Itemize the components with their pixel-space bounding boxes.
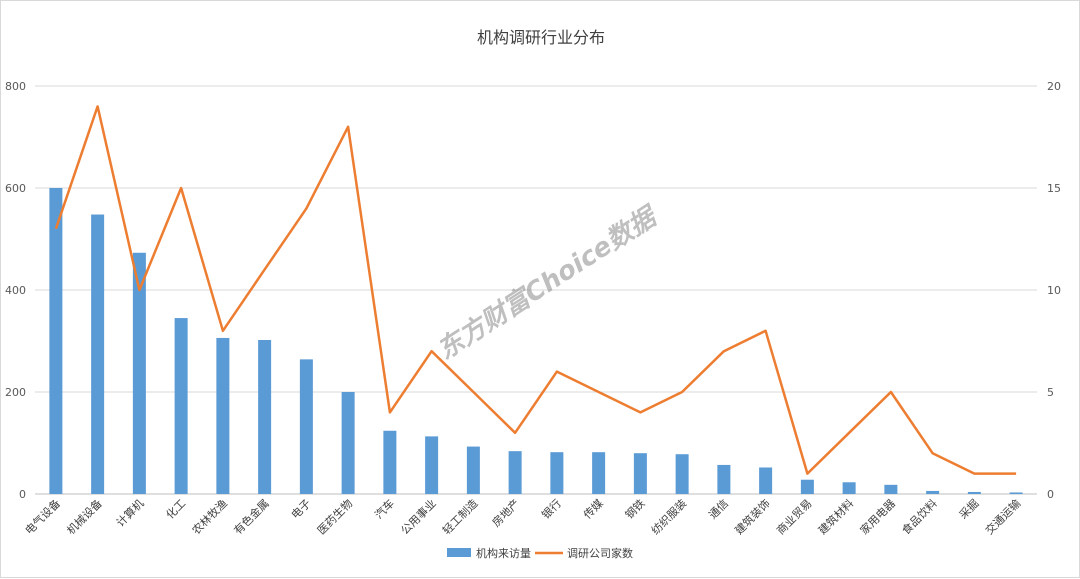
bar	[759, 467, 773, 494]
category-label: 纺织服装	[648, 496, 689, 537]
category-label: 计算机	[113, 496, 146, 529]
gridlines	[35, 85, 1037, 495]
category-label: 交通运输	[982, 496, 1023, 537]
left-tick-label: 400	[5, 284, 26, 297]
category-label: 建筑装饰	[732, 496, 773, 537]
bar	[592, 452, 606, 494]
right-y-axis: 0 5 10 15 20	[1047, 80, 1061, 501]
category-label: 家用电器	[857, 496, 898, 537]
bar	[842, 482, 856, 494]
left-tick-label: 600	[5, 182, 26, 195]
category-label: 电子	[289, 497, 314, 522]
right-tick-label: 10	[1047, 284, 1061, 297]
bar	[926, 490, 940, 494]
bar	[49, 188, 63, 494]
bar	[299, 359, 313, 494]
category-label: 有色金属	[231, 496, 272, 537]
bar	[258, 339, 272, 494]
right-tick-label: 15	[1047, 182, 1061, 195]
left-tick-label: 0	[19, 488, 26, 501]
category-label: 食品饮料	[899, 496, 940, 537]
legend: 机构来访量 调研公司家数	[447, 546, 633, 560]
category-label: 电气设备	[22, 496, 63, 537]
category-label: 传媒	[581, 497, 606, 522]
category-label: 汽车	[372, 496, 397, 521]
bar	[383, 430, 397, 494]
chart-title: 机构调研行业分布	[477, 28, 605, 47]
bar	[508, 451, 522, 494]
x-axis: 电气设备 机械设备 计算机 化工 农林牧渔 有色金属 电子 医药生物 汽车 公用事业 轻工制造 房地产…	[22, 496, 1023, 537]
bar	[884, 484, 898, 494]
right-tick-label: 5	[1047, 386, 1054, 399]
bar	[425, 436, 439, 494]
left-tick-label: 200	[5, 386, 26, 399]
bar	[132, 252, 146, 494]
bar	[550, 452, 564, 494]
bar	[967, 491, 981, 494]
category-label: 商业贸易	[773, 496, 814, 537]
category-label: 建筑材料	[815, 496, 856, 537]
bar	[717, 464, 731, 494]
category-label: 房地产	[489, 496, 522, 529]
bar	[1009, 492, 1023, 494]
bar	[341, 392, 355, 494]
bar	[466, 446, 480, 494]
category-label: 轻工制造	[439, 496, 480, 537]
category-label: 农林牧渔	[189, 496, 230, 537]
category-label: 采掘	[956, 496, 981, 521]
category-label: 银行	[539, 496, 564, 521]
category-label: 通信	[706, 497, 731, 522]
legend-swatch-bar	[447, 548, 471, 557]
bar	[675, 454, 689, 494]
bar	[216, 337, 230, 494]
legend-label: 机构来访量	[476, 546, 531, 560]
left-y-axis: 0 200 400 600 800	[5, 80, 26, 501]
right-tick-label: 0	[1047, 488, 1054, 501]
left-tick-label: 800	[5, 80, 26, 93]
category-label: 医药生物	[314, 496, 355, 537]
series-line	[54, 105, 1017, 475]
bar	[174, 318, 188, 494]
category-label: 化工	[163, 496, 188, 521]
category-label: 钢铁	[623, 497, 648, 522]
bar-series	[49, 188, 1023, 494]
bar	[91, 214, 105, 494]
category-label: 机械设备	[64, 496, 105, 537]
line-series	[54, 105, 1017, 475]
bar	[800, 479, 814, 494]
legend-label: 调研公司家数	[567, 546, 633, 560]
category-label: 公用事业	[398, 497, 438, 537]
right-tick-label: 20	[1047, 80, 1061, 93]
watermark: 东方财富Choice数据	[432, 201, 664, 366]
bar	[633, 453, 647, 494]
